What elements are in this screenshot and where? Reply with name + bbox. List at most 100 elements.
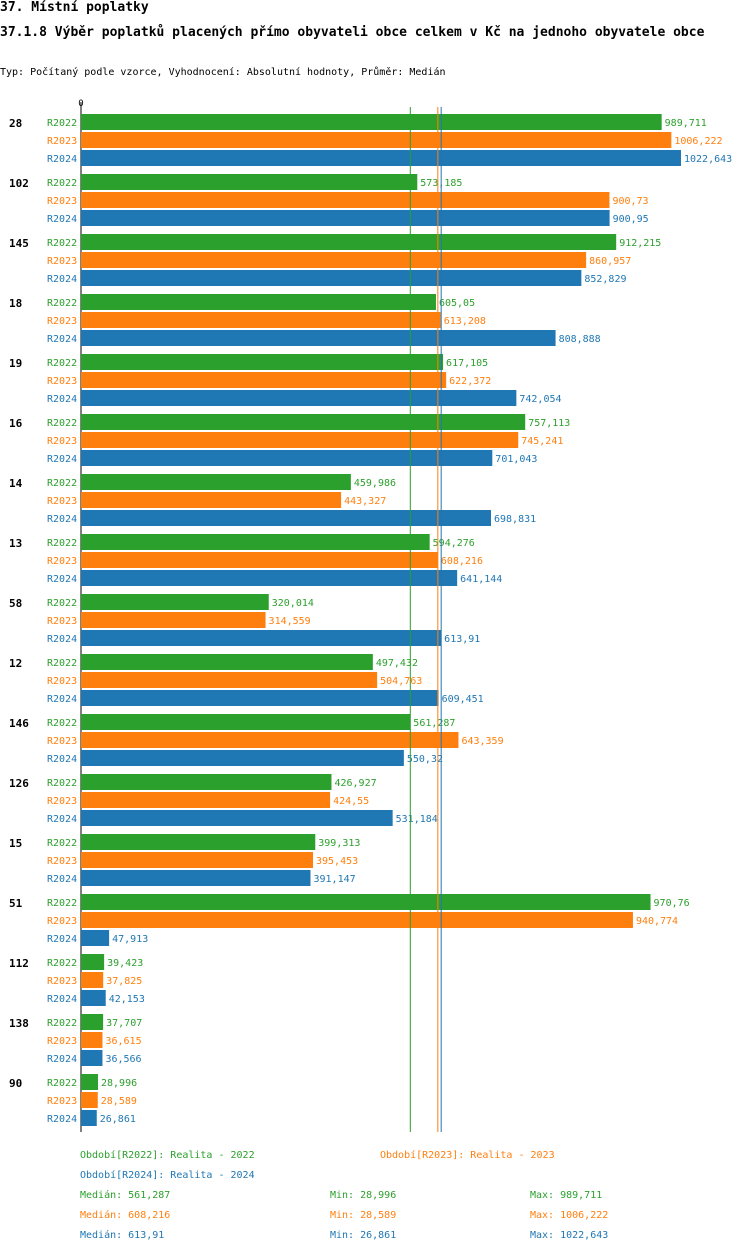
series-label: R2024 (47, 214, 77, 225)
series-label: R2024 (47, 274, 77, 285)
category-label: 14 (9, 477, 23, 490)
bar (81, 810, 393, 826)
legend-r2023: Období[R2023]: Realita - 2023 (380, 1150, 555, 1161)
bar (81, 852, 314, 868)
section-title: 37. Místní poplatky (0, 0, 149, 15)
median-r2022: Medián: 561,287 (80, 1190, 171, 1201)
category-label: 102 (9, 177, 29, 190)
series-label: R2023 (47, 616, 77, 627)
bar (81, 354, 444, 370)
category-label: 145 (9, 237, 29, 250)
bar (81, 930, 110, 946)
data-label: 37,825 (106, 976, 142, 987)
bar (81, 870, 311, 886)
bar (81, 750, 404, 766)
bar (81, 534, 430, 550)
bar (81, 972, 104, 988)
bar (81, 132, 672, 148)
series-label: R2022 (47, 718, 77, 729)
legend-r2022: Období[R2022]: Realita - 2022 (80, 1150, 255, 1161)
category-label: 58 (9, 597, 22, 610)
data-label: 852,829 (584, 274, 626, 285)
data-label: 641,144 (460, 574, 502, 585)
bar (81, 1032, 103, 1048)
series-label: R2022 (47, 118, 77, 129)
bar (81, 390, 517, 406)
series-label: R2022 (47, 298, 77, 309)
bar (81, 912, 633, 928)
min-r2024: Min: 26,861 (330, 1230, 397, 1241)
data-label: 613,208 (444, 316, 486, 327)
bar (81, 954, 105, 970)
series-label: R2023 (47, 196, 77, 207)
data-label: 28,589 (101, 1096, 137, 1107)
data-label: 320,014 (272, 598, 314, 609)
bar-chart: 0 28 R2022 989,711 R2023 1006,222 R2024 1022,64… (9, 99, 732, 1132)
category-label: 138 (9, 1017, 29, 1030)
bar (81, 612, 266, 628)
category-label: 51 (9, 897, 23, 910)
data-label: 550,32 (407, 754, 443, 765)
series-label: R2024 (47, 574, 77, 585)
category-label: 16 (9, 417, 23, 430)
series-label: R2024 (47, 334, 77, 345)
category-label: 126 (9, 777, 29, 790)
data-label: 531,184 (396, 814, 438, 825)
series-label: R2022 (47, 538, 77, 549)
data-label: 757,113 (528, 418, 570, 429)
bar (81, 654, 373, 670)
series-label: R2023 (47, 736, 77, 747)
data-label: 940,774 (636, 916, 678, 927)
chart-title: 37.1.8 Výběr poplatků placených přímo ob… (0, 25, 705, 40)
series-label: R2022 (47, 958, 77, 969)
bar (81, 1050, 103, 1066)
bar (81, 312, 441, 328)
bar (81, 1074, 99, 1090)
bar (81, 432, 519, 448)
data-label: 37,707 (106, 1018, 142, 1029)
data-label: 443,327 (344, 496, 386, 507)
bar (81, 1014, 104, 1030)
data-label: 504,763 (380, 676, 422, 687)
data-label: 36,615 (105, 1036, 141, 1047)
x-axis-zero-label: 0 (78, 99, 83, 109)
category-label: 13 (9, 537, 22, 550)
data-label: 989,711 (665, 118, 707, 129)
data-label: 424,55 (333, 796, 369, 807)
bar (81, 1110, 97, 1126)
series-label: R2023 (47, 856, 77, 867)
series-label: R2024 (47, 814, 77, 825)
bar (81, 174, 418, 190)
series-label: R2023 (47, 376, 77, 387)
data-label: 701,043 (495, 454, 537, 465)
data-label: 594,276 (433, 538, 475, 549)
bar (81, 792, 331, 808)
series-label: R2023 (47, 496, 77, 507)
data-label: 745,241 (521, 436, 563, 447)
series-label: R2023 (47, 136, 77, 147)
min-r2023: Min: 28,589 (330, 1210, 397, 1221)
series-label: R2024 (47, 154, 77, 165)
bar (81, 330, 556, 346)
data-label: 39,423 (107, 958, 143, 969)
data-label: 395,453 (316, 856, 358, 867)
bar (81, 492, 342, 508)
data-label: 912,215 (619, 238, 661, 249)
series-label: R2022 (47, 418, 77, 429)
series-label: R2023 (47, 556, 77, 567)
category-label: 12 (9, 657, 22, 670)
series-label: R2022 (47, 1018, 77, 1029)
series-label: R2022 (47, 838, 77, 849)
series-label: R2023 (47, 436, 77, 447)
data-label: 459,986 (354, 478, 396, 489)
data-label: 860,957 (589, 256, 631, 267)
bar (81, 570, 458, 586)
series-label: R2022 (47, 238, 77, 249)
bar (81, 552, 438, 568)
data-label: 497,432 (376, 658, 418, 669)
series-label: R2024 (47, 754, 77, 765)
bar (81, 510, 492, 526)
series-label: R2022 (47, 1078, 77, 1089)
bar (81, 450, 493, 466)
data-label: 609,451 (442, 694, 484, 705)
